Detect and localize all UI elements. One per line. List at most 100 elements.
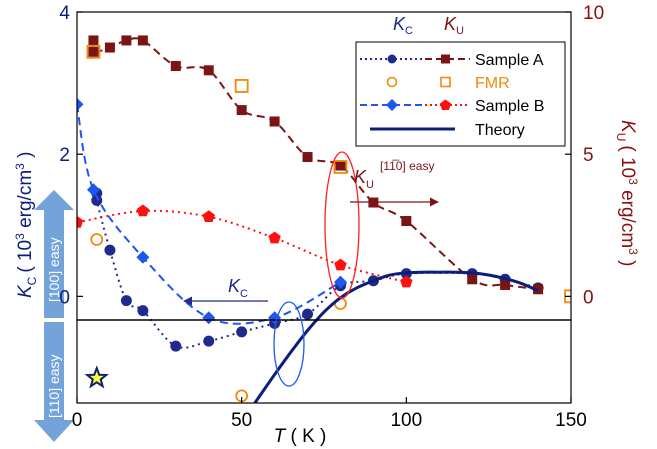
yr-sub: U	[614, 133, 628, 142]
yl-sub: C	[25, 276, 39, 285]
yl-close: )	[15, 152, 36, 164]
sample-a-ku-point-14	[500, 279, 511, 290]
axes	[76, 11, 572, 404]
yr-exp2: 3	[626, 248, 640, 255]
sample-b-ku-point-1	[136, 204, 150, 217]
sample-a-kc-point-2	[104, 244, 116, 256]
legend-header-ku: KU	[444, 14, 464, 37]
sample-a-ku-point-8	[269, 116, 280, 127]
sample-a-kc-point-6	[203, 335, 215, 347]
legend-a-kc-marker	[387, 54, 397, 64]
y-axis-right-label: KU( 103 erg/cm3 )	[614, 120, 640, 266]
sample-a-kc-point-7	[236, 326, 248, 338]
easy-down-arrow	[34, 322, 74, 442]
easy-up-arrow	[34, 190, 74, 318]
sample-b-kc-point-1	[86, 183, 100, 197]
legend-kc-sub: C	[405, 25, 413, 37]
sample-a-ku-point-4	[137, 35, 148, 46]
yr-tick-label-2: 10	[583, 3, 604, 24]
legend-a-ku-marker	[441, 54, 450, 64]
legend-b-ku-marker	[440, 99, 451, 110]
legend-fmr-ku-marker	[440, 76, 451, 88]
x-tick-label-1: 50	[231, 410, 252, 431]
yr-exp: 3	[626, 178, 640, 185]
legend-sample-a: Sample A	[475, 52, 544, 69]
legend-kc-symbol: K	[393, 14, 406, 34]
yr-unit: ( 10	[617, 145, 638, 178]
legend-sample-b: Sample B	[475, 98, 544, 115]
kc-ann-symbol: K	[228, 276, 241, 296]
legend-b-kc-marker	[386, 99, 398, 111]
legend-fmr-kc-marker	[386, 76, 398, 88]
sample-a-kc-point-3	[120, 295, 132, 307]
fmr-ku-point-1	[234, 79, 249, 93]
ku-ann-super: [11̅0] easy	[380, 159, 434, 173]
legend-theory: Theory	[475, 122, 525, 139]
sample-b-ku-line	[77, 209, 407, 284]
yr-unit2: erg/cm	[617, 185, 638, 248]
x-axis-label: T ( K )	[274, 426, 327, 447]
legend-ku-symbol: K	[444, 14, 457, 34]
yr-symbol: K	[617, 120, 638, 134]
star-marker-0	[84, 365, 109, 389]
x-axis-symbol: T	[274, 426, 287, 447]
easy-axis-arrows: [100] easy [110] easy	[34, 190, 74, 442]
sample-b-kc-point-3	[202, 311, 216, 325]
kc-ellipse	[273, 301, 305, 387]
sample-b-ku-point-0	[77, 215, 84, 228]
yl-unit: ( 10	[15, 240, 36, 273]
yl-symbol: K	[15, 284, 36, 298]
legend-fmr: FMR	[475, 75, 510, 92]
x-tick-label-0: 0	[72, 410, 83, 431]
sample-b-ku-point-5	[400, 275, 413, 288]
sample-b-ku-point-3	[268, 231, 281, 244]
yr-tick-label-0: 0	[583, 287, 594, 308]
fmr-kc-point-0	[90, 233, 104, 246]
yl-tick-label-2: 4	[59, 3, 70, 24]
easy-up-label: [100] easy	[46, 237, 62, 302]
ku-ellipse	[324, 151, 360, 299]
legend-header-kc: KC	[393, 14, 413, 37]
sample-a-ku-point-13	[467, 274, 478, 285]
sample-a-ku-point-6	[203, 65, 214, 76]
easy-down-label: [110] easy	[46, 354, 62, 418]
sample-a-kc-point-4	[137, 305, 149, 317]
sample-a-kc-point-9	[302, 308, 314, 320]
y-axis-left-label: KC( 103 erg/cm3 )	[13, 152, 39, 298]
yl-tick-label-0: 0	[59, 287, 70, 308]
kc-annotation: KC	[228, 276, 248, 300]
sample-b-ku-point-4	[334, 258, 347, 271]
yr-tick-label-1: 5	[583, 145, 594, 166]
sample-b-kc-point-2	[136, 250, 150, 264]
legend-ku-sub: U	[456, 25, 464, 37]
sample-a-ku-point-12	[401, 216, 412, 227]
sample-a-ku-point-3	[121, 35, 132, 46]
x-axis-unit: ( K )	[285, 426, 326, 447]
sample-a-ku-point-10	[335, 160, 346, 171]
sample-a-kc-point-5	[170, 340, 182, 352]
fmr-ku-point-2	[333, 160, 348, 174]
fmr-ku-point-0	[86, 44, 101, 59]
x-tick-label-3: 150	[555, 410, 587, 431]
sample-b-ku-point-2	[202, 210, 215, 222]
ku-ann-sub: U	[366, 179, 374, 191]
sample-a-ku-point-2	[104, 42, 115, 53]
kc-ann-sub: C	[240, 288, 248, 300]
plot-frame	[76, 11, 572, 404]
sample-a-ku-point-7	[236, 105, 247, 116]
yl-unit2: erg/cm	[15, 170, 36, 233]
sample-a-ku-point-1	[88, 46, 99, 57]
yl-exp: 3	[13, 233, 27, 240]
legend: KC KU Sample A FMR Sample B Theory	[355, 14, 566, 147]
yl-tick-label-1: 2	[59, 145, 70, 166]
sample-a-kc-point-1	[91, 194, 103, 206]
x-tick-label-2: 100	[390, 410, 422, 431]
yl-exp2: 3	[13, 163, 27, 170]
annotations: K U [11̅0] easy KC	[183, 151, 439, 387]
sample-a-ku-line	[91, 37, 539, 291]
sample-a-ku-point-5	[170, 61, 181, 72]
sample-a-ku-point-0	[88, 35, 99, 46]
sample-a-ku-point-9	[302, 152, 313, 163]
sample-b-kc-point-0	[77, 97, 84, 111]
